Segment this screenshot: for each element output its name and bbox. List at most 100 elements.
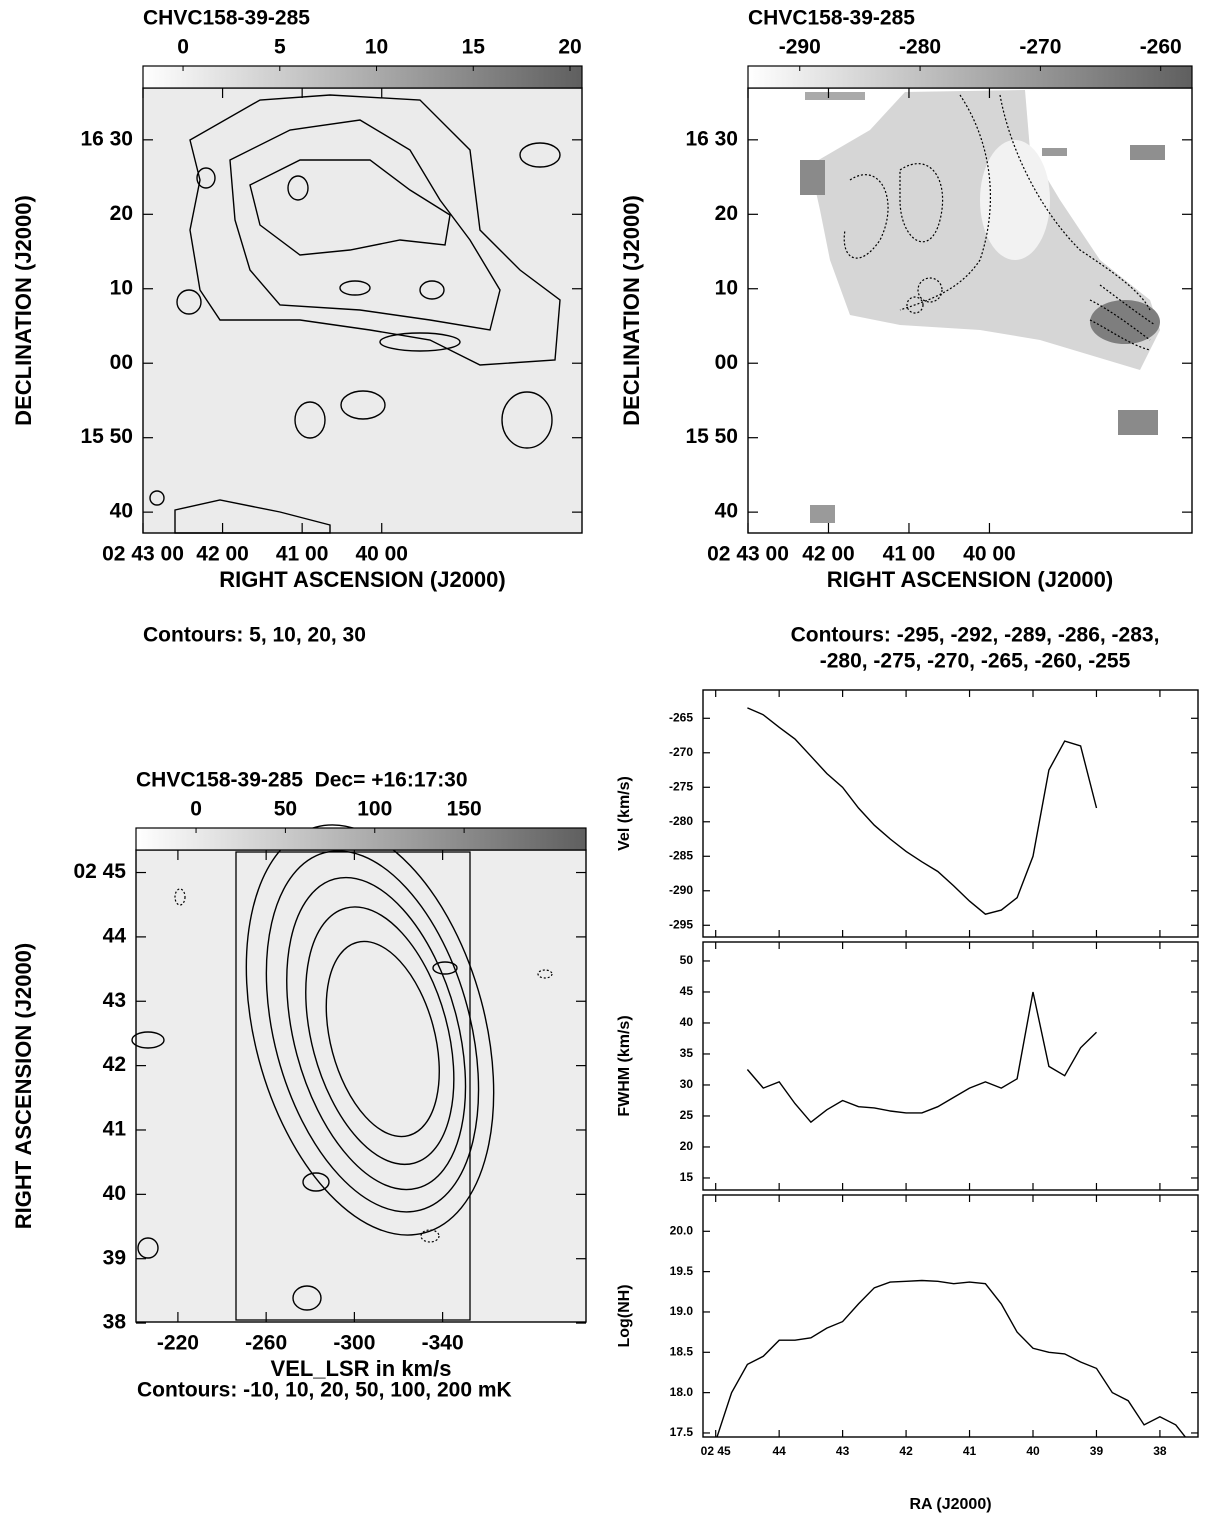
y-tick-label: 20	[715, 202, 738, 225]
x-tick-label: 41 00	[883, 543, 936, 566]
colorbar-tick-label: 0	[190, 798, 202, 821]
y-tick-label: 00	[110, 351, 133, 374]
x-tick-label: 40	[1026, 1444, 1040, 1458]
map-image	[131, 824, 586, 1322]
y-tick-label: 19.5	[670, 1264, 694, 1278]
x-axis-label: RIGHT ASCENSION (J2000)	[219, 567, 505, 592]
y-axis-label: DECLINATION (J2000)	[619, 195, 644, 426]
colorbar	[747, 65, 1193, 89]
x-tick-label: 41	[963, 1444, 977, 1458]
y-tick-label: 50	[680, 953, 694, 967]
colorbar-tick-label: 10	[365, 36, 388, 59]
map-image	[143, 88, 582, 534]
y-tick-label: -280	[669, 814, 693, 828]
x-axis-label: VEL_LSR in km/s	[271, 1356, 452, 1381]
y-tick-label: 40	[680, 1015, 694, 1029]
y-tick-label: 16 30	[80, 127, 133, 150]
x-tick-label: -220	[157, 1332, 199, 1355]
colorbar-tick-label: -280	[899, 36, 941, 59]
x-tick-label: 39	[1090, 1444, 1104, 1458]
x-tick-label: 02 45	[701, 1444, 731, 1458]
y-tick-label: 41	[103, 1118, 127, 1141]
caption: -280, -275, -270, -265, -260, -255	[820, 650, 1131, 673]
x-tick-label: 42	[899, 1444, 913, 1458]
y-tick-label: 18.0	[670, 1385, 694, 1399]
colorbar-tick-label: 20	[558, 36, 581, 59]
y-tick-label: 20	[680, 1139, 694, 1153]
y-tick-label: 38	[103, 1311, 127, 1334]
y-tick-label: -265	[669, 710, 693, 724]
y-tick-label: 39	[103, 1246, 126, 1269]
line	[747, 707, 1098, 915]
x-tick-label: 40 00	[355, 543, 408, 566]
y-tick-label: 40	[715, 500, 738, 523]
chart-title: CHVC158-39-285	[143, 7, 310, 30]
y-axis-label: Log(NH)	[616, 1284, 633, 1347]
x-tick-label: 02 43 00	[707, 543, 789, 566]
y-axis-label: FWHM (km/s)	[616, 1015, 633, 1116]
map-image	[800, 90, 1165, 523]
y-tick-label: -275	[669, 779, 693, 793]
y-tick-label: 15 50	[685, 425, 738, 448]
chart-title: CHVC158-39-285	[748, 7, 915, 30]
x-tick-label: -340	[422, 1332, 464, 1355]
caption: Contours: 5, 10, 20, 30	[143, 624, 366, 647]
y-tick-label: 17.5	[670, 1425, 694, 1439]
plot-frame	[702, 941, 1199, 1191]
colorbar-tick-label: 5	[274, 36, 286, 59]
x-tick-label: 42 00	[196, 543, 249, 566]
y-tick-label: 18.5	[670, 1344, 694, 1358]
x-tick-label: -260	[245, 1332, 287, 1355]
y-tick-label: 15 50	[80, 425, 133, 448]
y-axis-label: RIGHT ASCENSION (J2000)	[11, 943, 36, 1229]
y-tick-label: 00	[715, 351, 738, 374]
y-tick-label: -295	[669, 917, 693, 931]
y-tick-label: 20.0	[670, 1223, 694, 1237]
y-tick-label: 10	[715, 276, 738, 299]
x-tick-label: 40 00	[963, 543, 1016, 566]
y-tick-label: 40	[103, 1182, 126, 1205]
colorbar	[142, 65, 583, 89]
y-tick-label: 10	[110, 276, 133, 299]
y-tick-label: 42	[103, 1053, 126, 1076]
colorbar-tick-label: -270	[1019, 36, 1061, 59]
caption: Contours: -295, -292, -289, -286, -283,	[791, 624, 1160, 647]
x-tick-label: 42 00	[802, 543, 855, 566]
plot-frame	[702, 689, 1199, 938]
x-tick-label: -300	[333, 1332, 375, 1355]
x-tick-label: 44	[772, 1444, 786, 1458]
line	[716, 1279, 1187, 1437]
chart-title: CHVC158-39-285 Dec= +16:17:30	[136, 769, 468, 792]
x-tick-label: 02 43 00	[102, 543, 184, 566]
colorbar-tick-label: -290	[779, 36, 821, 59]
x-tick-label: 38	[1153, 1444, 1167, 1458]
line	[746, 991, 1097, 1124]
colorbar-tick-label: 100	[357, 798, 392, 821]
y-tick-label: 25	[680, 1108, 694, 1122]
colorbar-tick-label: -260	[1140, 36, 1182, 59]
y-tick-label: 20	[110, 202, 133, 225]
colorbar-tick-label: 50	[274, 798, 297, 821]
y-tick-label: 44	[103, 924, 127, 947]
y-tick-label: 30	[680, 1077, 694, 1091]
y-tick-label: 43	[103, 989, 126, 1012]
y-tick-label: -285	[669, 848, 693, 862]
y-tick-label: 40	[110, 500, 133, 523]
y-tick-label: -270	[669, 745, 693, 759]
x-tick-label: 43	[836, 1444, 850, 1458]
colorbar	[135, 827, 587, 851]
caption: Contours: -10, 10, 20, 50, 100, 200 mK	[137, 1379, 512, 1402]
y-axis-label: Vel (km/s)	[616, 776, 633, 851]
x-axis-label: RIGHT ASCENSION (J2000)	[827, 567, 1113, 592]
plot-frame	[702, 1194, 1199, 1438]
y-tick-label: 19.0	[670, 1304, 694, 1318]
y-tick-label: 45	[680, 984, 694, 998]
y-tick-label: 15	[680, 1170, 694, 1184]
colorbar-tick-label: 150	[447, 798, 482, 821]
y-tick-label: -290	[669, 883, 693, 897]
x-axis-label: RA (J2000)	[909, 1496, 991, 1513]
y-axis-label: DECLINATION (J2000)	[11, 195, 36, 426]
y-tick-label: 02 45	[73, 860, 126, 883]
y-tick-label: 16 30	[685, 127, 738, 150]
